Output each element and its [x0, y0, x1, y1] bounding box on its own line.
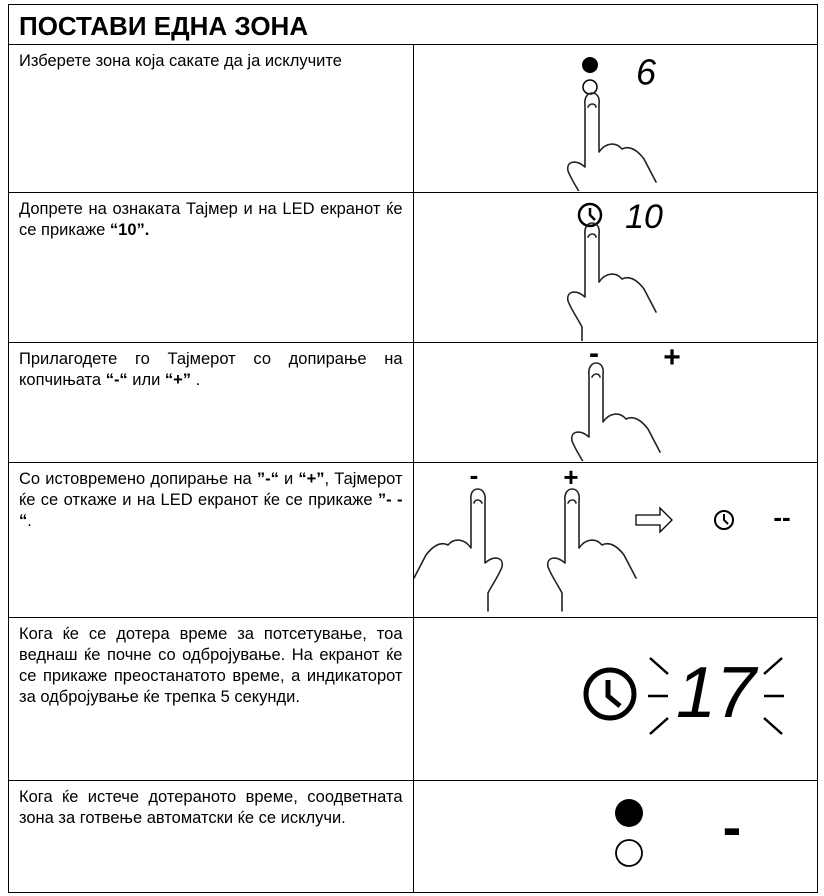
minus-key: -: [469, 463, 478, 490]
step-text: Со истовремено допирање на ”-“ и “+”, Та…: [8, 462, 414, 618]
text: .: [191, 371, 201, 389]
illustration: -: [614, 795, 741, 867]
timer-icon: [583, 667, 636, 721]
text: Допрете на ознаката Тајмер и на LED екра…: [19, 200, 403, 239]
table-title: ПОСТАВИ ЕДНА ЗОНА: [8, 4, 818, 45]
text: или: [127, 371, 165, 389]
text: Прилагодете го Тајмерот со допирање на к…: [19, 350, 403, 389]
step-text: Кога ќе се дотера време за потсетување, …: [8, 617, 414, 781]
bold-text: “10”.: [109, 221, 150, 239]
bold-text: ”-“: [256, 470, 279, 488]
text: и: [278, 470, 299, 488]
finger: [566, 222, 657, 341]
illustration: 10: [566, 198, 663, 341]
bold-text: “-“: [105, 371, 128, 389]
illustration: - +: [570, 343, 681, 461]
illustration: 6: [566, 52, 657, 191]
display-digit: 6: [635, 52, 656, 93]
display-dash: -: [722, 795, 741, 858]
arrow: [634, 506, 673, 534]
minus-key: -: [589, 343, 599, 370]
finger: [566, 92, 657, 191]
timer-hands: [605, 680, 622, 708]
instruction-table: ПОСТАВИ ЕДНА ЗОНА Изберете зона која сак…: [8, 4, 818, 893]
bold-text: ”- - “: [19, 491, 403, 530]
display-digit: 10: [625, 198, 663, 236]
timer-icon: [713, 510, 734, 530]
plus-key: +: [663, 343, 681, 374]
finger-right: [546, 488, 637, 612]
zone-button: [614, 839, 643, 867]
step-text: Кога ќе истече дотераното време, соодвет…: [8, 780, 414, 893]
display-digits: 17: [675, 653, 758, 733]
plus-key: +: [563, 463, 578, 492]
text: Кога ќе истече дотераното време, соодвет…: [19, 788, 403, 827]
timer-hands: [722, 514, 729, 525]
text: .: [27, 512, 32, 530]
bold-text: “+”: [164, 371, 192, 389]
zone-indicator: [581, 57, 598, 73]
bold-text: “+”: [298, 470, 325, 488]
zone-indicator: [614, 799, 643, 827]
step-text: Допрете на ознаката Тајмер и на LED екра…: [8, 192, 414, 343]
illustration: - + --: [413, 463, 790, 612]
illustration: 17: [583, 653, 784, 735]
finger-left: [413, 488, 503, 612]
step-text: Прилагодете го Тајмерот со допирање на к…: [8, 342, 414, 463]
finger: [570, 362, 661, 461]
text: Изберете зона која сакате да ја исклучит…: [19, 52, 342, 70]
timer-icon: [577, 202, 602, 228]
timer-hands: [588, 208, 596, 221]
text: Кога ќе се дотера време за потсетување, …: [19, 625, 403, 706]
display-dashes: --: [773, 502, 790, 532]
blink-rays: [647, 657, 784, 735]
zone-button: [581, 79, 598, 95]
text: Со истовремено допирање на: [19, 470, 257, 488]
step-text: Изберете зона која сакате да ја исклучит…: [8, 44, 414, 193]
text: , Тајмерот ќе се откаже и на LED екранот…: [19, 470, 403, 509]
